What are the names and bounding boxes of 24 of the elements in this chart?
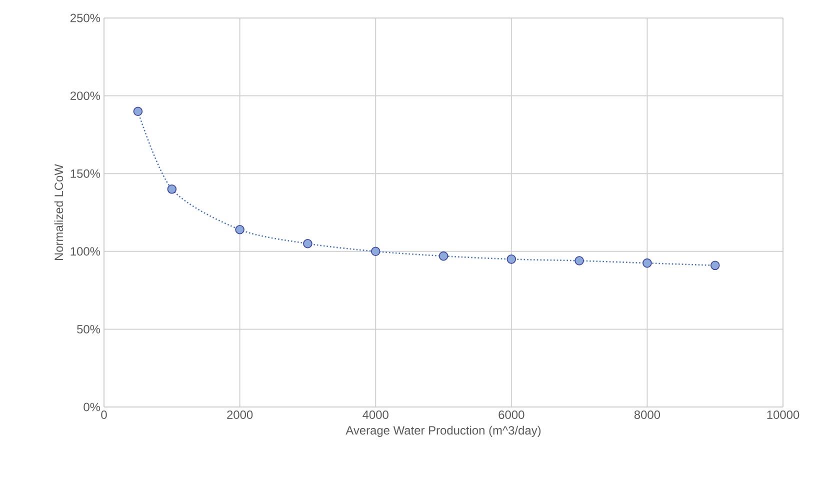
x-axis-title: Average Water Production (m^3/day) bbox=[346, 426, 541, 437]
y-tick-label: 100% bbox=[70, 247, 100, 256]
point bbox=[167, 184, 177, 194]
point bbox=[438, 251, 448, 261]
point bbox=[133, 106, 143, 116]
x-tick-label: 4000 bbox=[362, 410, 388, 419]
y-axis-title: Normalized LCoW bbox=[54, 164, 64, 260]
point bbox=[710, 260, 720, 270]
y-tick-label: 200% bbox=[70, 92, 100, 100]
y-tick-label: 50% bbox=[77, 324, 100, 334]
x-tick-label: 8000 bbox=[634, 410, 660, 419]
point bbox=[370, 246, 380, 256]
y-tick-label: 150% bbox=[70, 169, 100, 178]
point bbox=[506, 254, 516, 264]
point bbox=[303, 238, 312, 248]
x-tick-label: 6000 bbox=[498, 410, 524, 419]
x-tick-label: 10000 bbox=[767, 410, 800, 419]
x-tick-label: 2000 bbox=[227, 410, 253, 419]
y-tick-label: 0% bbox=[84, 402, 100, 412]
point bbox=[574, 256, 584, 266]
point bbox=[235, 224, 244, 234]
point bbox=[642, 258, 652, 268]
y-tick-label: 250% bbox=[70, 14, 100, 22]
x-tick-label: 0 bbox=[101, 410, 107, 419]
